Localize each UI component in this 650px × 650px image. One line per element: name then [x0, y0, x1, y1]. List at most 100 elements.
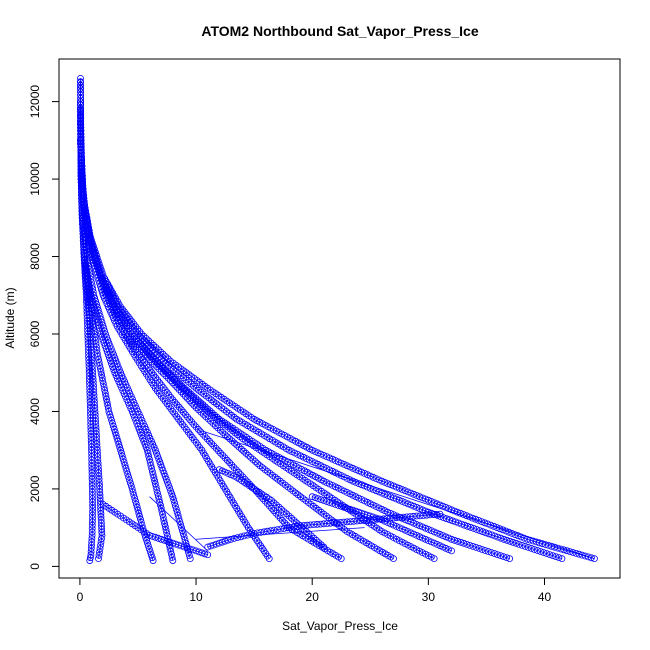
data-point — [215, 466, 223, 474]
data-point — [77, 140, 84, 148]
data-point — [493, 551, 501, 558]
data-point — [194, 397, 202, 405]
x-axis: 0 10 20 30 40 — [77, 577, 551, 604]
data-point — [146, 455, 153, 463]
data-point — [330, 519, 338, 527]
data-point — [287, 524, 295, 531]
data-point — [422, 524, 429, 532]
data-point — [96, 548, 103, 556]
data-point — [548, 542, 555, 550]
data-point — [112, 431, 120, 439]
data-point — [110, 422, 117, 430]
data-point — [152, 374, 160, 382]
data-point — [78, 159, 85, 167]
data-point — [156, 458, 164, 466]
data-point — [407, 501, 415, 509]
data-point — [94, 449, 101, 457]
data-point — [169, 539, 177, 547]
data-point — [337, 502, 345, 510]
data-point — [157, 461, 165, 469]
data-point — [82, 207, 90, 215]
data-point — [77, 95, 84, 102]
data-point — [149, 471, 157, 479]
data-point — [528, 545, 535, 552]
data-layer — [77, 75, 598, 564]
data-point — [449, 517, 456, 525]
data-point — [440, 514, 447, 521]
data-point — [123, 467, 131, 475]
data-point — [500, 535, 508, 543]
data-point — [463, 541, 471, 548]
data-point — [153, 449, 160, 457]
data-point — [90, 291, 98, 299]
data-point — [85, 224, 92, 231]
data-point — [88, 282, 96, 290]
data-point — [123, 384, 131, 392]
data-point — [199, 401, 207, 409]
data-point — [549, 552, 557, 559]
data-point — [451, 536, 459, 544]
data-point — [92, 251, 100, 259]
data-point — [276, 514, 284, 522]
data-point — [343, 462, 351, 470]
data-point — [149, 355, 157, 363]
data-point — [128, 318, 136, 326]
data-point — [88, 538, 96, 546]
data-point — [86, 230, 94, 238]
data-point — [503, 554, 511, 561]
data-point — [177, 406, 185, 414]
data-point — [120, 458, 128, 466]
data-point — [520, 534, 528, 542]
data-point — [213, 413, 221, 421]
data-point — [179, 408, 187, 416]
data-point — [204, 405, 212, 413]
data-point — [381, 478, 389, 486]
data-point — [500, 553, 507, 560]
data-point — [147, 437, 155, 445]
data-point — [146, 458, 154, 466]
data-point — [88, 362, 96, 370]
profile-series — [77, 136, 514, 563]
data-point — [80, 194, 87, 202]
data-point — [185, 388, 193, 396]
data-point — [77, 124, 85, 131]
data-point — [135, 425, 143, 433]
data-point — [82, 211, 90, 219]
data-point — [161, 366, 169, 374]
data-point — [230, 464, 238, 471]
data-point — [157, 348, 165, 356]
data-point — [363, 516, 371, 524]
data-point — [187, 380, 195, 388]
data-point — [524, 544, 532, 551]
data-point — [109, 419, 116, 427]
data-point — [272, 509, 280, 517]
data-point — [84, 256, 91, 264]
data-point — [406, 513, 414, 520]
data-point — [466, 542, 474, 549]
data-point — [240, 447, 248, 455]
data-point — [138, 416, 146, 424]
data-point — [395, 484, 403, 492]
data-point — [140, 437, 148, 445]
data-point — [95, 309, 103, 317]
data-point — [132, 500, 140, 508]
data-point — [265, 555, 273, 563]
data-point — [426, 511, 434, 519]
data-point — [89, 288, 97, 296]
data-point — [93, 443, 101, 451]
data-point — [392, 523, 400, 530]
data-point — [172, 505, 180, 513]
data-point — [168, 490, 176, 498]
data-point — [190, 421, 198, 428]
data-point — [173, 508, 181, 516]
data-point — [320, 520, 328, 528]
data-point — [208, 409, 216, 417]
data-point — [201, 403, 209, 411]
data-point — [159, 467, 167, 474]
data-point — [161, 472, 169, 480]
data-point — [476, 527, 484, 534]
data-point — [81, 201, 88, 209]
data-point — [490, 550, 498, 557]
data-point — [247, 530, 255, 538]
